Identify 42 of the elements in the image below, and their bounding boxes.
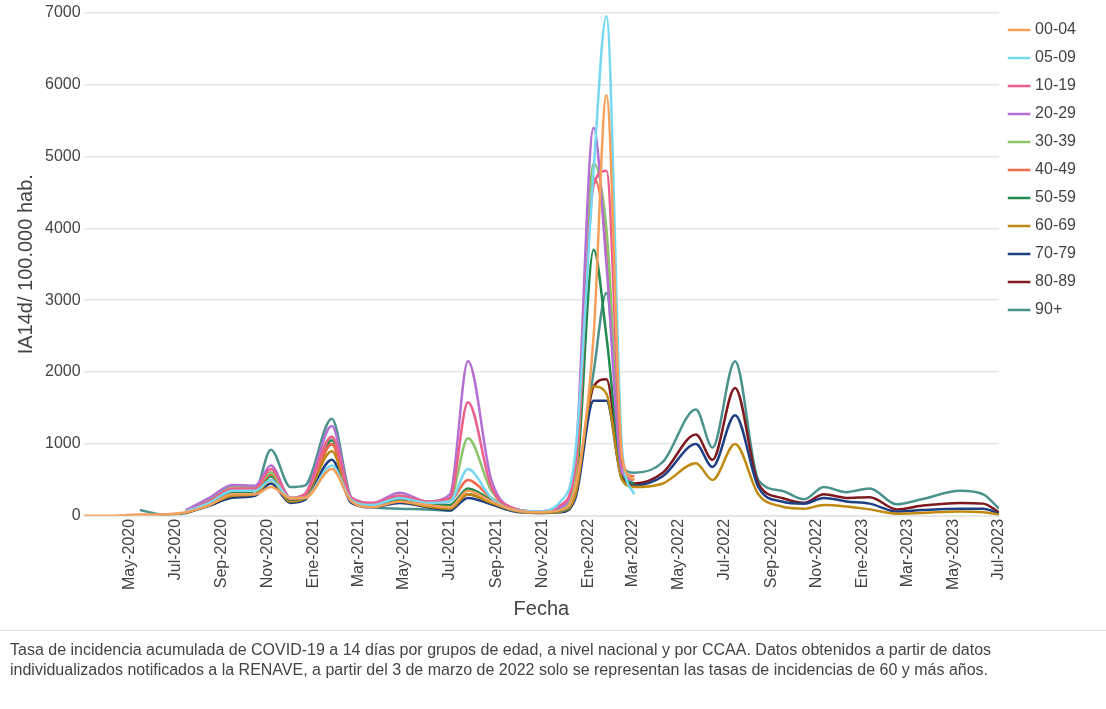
x-tick-label: Sep-2021	[486, 518, 504, 589]
y-tick-label: 0	[71, 506, 81, 524]
legend-label: 60-69	[1035, 216, 1077, 234]
x-tick-label: Nov-2022	[807, 518, 825, 589]
x-tick-label: Mar-2022	[623, 518, 641, 588]
x-tick-label: May-2023	[943, 518, 961, 591]
x-tick-label: Jul-2020	[165, 518, 183, 581]
x-tick-label: Sep-2020	[212, 518, 230, 589]
legend-label: 00-04	[1035, 20, 1077, 38]
x-tick-label: Nov-2020	[258, 518, 276, 589]
x-tick-label: May-2020	[119, 518, 137, 591]
x-tick-label: Mar-2021	[348, 518, 366, 588]
x-tick-label: May-2021	[394, 518, 412, 591]
legend-label: 20-29	[1035, 104, 1077, 122]
x-tick-label: May-2022	[669, 518, 687, 591]
legend-label: 70-79	[1035, 244, 1077, 262]
y-tick-label: 2000	[45, 362, 81, 380]
y-tick-label: 7000	[45, 3, 81, 21]
y-tick-label: 1000	[45, 434, 81, 452]
y-tick-label: 5000	[45, 146, 81, 164]
x-tick-label: Ene-2023	[853, 518, 871, 589]
y-tick-label: 3000	[45, 290, 81, 308]
legend-label: 50-59	[1035, 188, 1077, 206]
x-tick-label: Ene-2022	[578, 518, 596, 589]
x-axis-title: Fecha	[513, 596, 570, 619]
legend-label: 10-19	[1035, 76, 1077, 94]
x-tick-label: Jul-2022	[714, 518, 732, 581]
legend-label: 40-49	[1035, 160, 1077, 178]
y-tick-label: 6000	[45, 74, 81, 92]
x-tick-label: Nov-2021	[532, 518, 550, 589]
x-tick-label: Jul-2023	[989, 518, 1007, 581]
text: Tasa de incidencia acumulada de COVID-19 a 14 días por grupos de edad, a nivel nacional y por CCAA. Datos obtenidos a partir de datos individualizados notificados a la RENAVE, a partir del 3 de marzo de 2022 solo se representan las tasas de incidencias de 60 y más años.	[10, 640, 993, 680]
legend-label: 80-89	[1035, 272, 1077, 290]
legend-label: 05-09	[1035, 48, 1077, 66]
legend-label: 30-39	[1035, 132, 1077, 150]
y-tick-label: 4000	[45, 218, 81, 236]
x-tick-label: Ene-2021	[304, 518, 322, 589]
x-tick-label: Jul-2021	[440, 518, 458, 581]
y-axis-title: IA14d/ 100.000 hab.	[13, 174, 36, 355]
x-tick-label: Sep-2022	[761, 518, 779, 589]
legend-label: 90+	[1035, 300, 1063, 318]
x-tick-label: Mar-2023	[897, 518, 915, 588]
